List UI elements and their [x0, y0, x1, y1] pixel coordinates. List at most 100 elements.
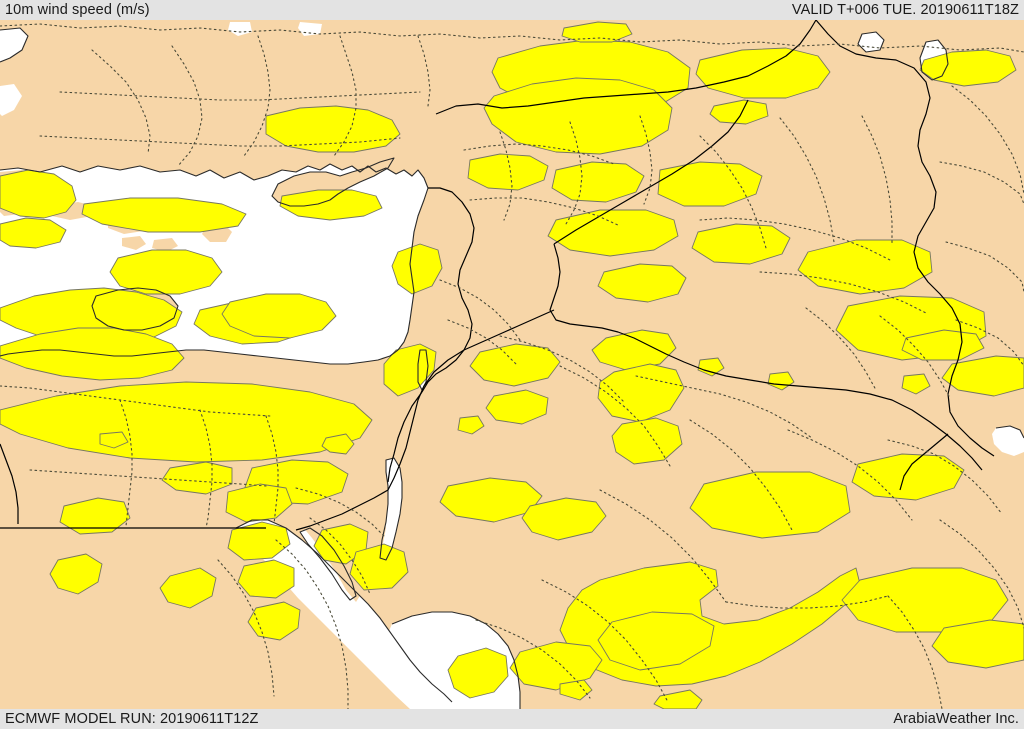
wind-speed-contours: [0, 21, 1024, 709]
wind-area-syria-c: [551, 161, 645, 203]
wind-area-egypt-isolated-1: [321, 433, 355, 455]
wind-area-egypt-s3: [161, 461, 233, 495]
admin-saudi-9: [475, 619, 591, 699]
sea-of-marmara: [0, 84, 22, 116]
wind-area-saudi-c2: [851, 453, 965, 501]
admin-egypt-2: [119, 399, 133, 527]
admin-jordan-1: [499, 335, 625, 403]
wind-area-saudi-c1: [689, 471, 851, 539]
coast-black-sea: [0, 27, 29, 63]
wind-area-egypt-e3: [247, 601, 301, 641]
admin-saudi-8: [541, 579, 669, 703]
border-jordan-west: [387, 391, 423, 483]
wind-area-gulf-n: [941, 355, 1024, 397]
wind-area-redsea-coast: [447, 647, 509, 699]
admin-sinai: [309, 517, 371, 595]
coast-crete: [91, 287, 179, 331]
footer-bar: ECMWF MODEL RUN: 20190611T12Z ArabiaWeat…: [0, 709, 1024, 729]
admin-egypt-east-1: [275, 539, 349, 709]
wind-area-iraq-c: [597, 263, 687, 303]
admin-iraq-7: [879, 315, 951, 399]
wind-area-sinai-w: [225, 483, 293, 523]
wind-area-anatolia-c: [221, 293, 337, 339]
admin-saudi-3: [689, 419, 793, 531]
valid-time-label: VALID T+006 TUE. 20190611T18Z: [791, 1, 1019, 18]
admin-syria-1: [463, 143, 615, 165]
wind-area-syria-n: [483, 77, 673, 155]
wind-area-saudi-e2: [931, 619, 1024, 669]
wind-area-egypt-s1: [59, 497, 131, 535]
border-iraq-kuwait-saudi: [899, 433, 949, 491]
admin-levant-2: [447, 319, 517, 365]
admin-iraq-3: [861, 115, 893, 245]
map-canvas[interactable]: .land { fill:#f7d6a8; stroke:none; } .se…: [0, 20, 1024, 709]
border-turkey-syria: [435, 20, 817, 115]
border-jordan-iraq-saudi: [549, 243, 983, 471]
persian-gulf: [992, 426, 1024, 456]
admin-iraq-4: [699, 217, 891, 261]
model-run-label: ECMWF MODEL RUN: 20190611T12Z: [5, 710, 259, 727]
wind-area-saudi-sw: [509, 641, 603, 691]
wind-area-arabia-small-5: [653, 689, 703, 709]
admin-saudi-7: [887, 595, 943, 709]
admin-levant-1: [439, 279, 521, 341]
coastlines: [0, 27, 1024, 709]
admin-iran-4: [955, 319, 1024, 367]
admin-saudi-4: [787, 429, 913, 521]
admin-saudi-2: [635, 375, 813, 439]
admin-egypt-east-2: [217, 559, 275, 697]
admin-syria-5: [469, 197, 621, 227]
coast-gulf-of-suez: [299, 527, 357, 601]
coast-red-sea-east: [391, 611, 521, 709]
admin-iran-2: [939, 161, 1024, 205]
border-syria-iraq: [553, 99, 749, 245]
admin-turkey-3: [171, 45, 203, 167]
admin-saudi-1: [559, 365, 671, 467]
admin-syria-2: [499, 131, 513, 221]
wind-area-lakevan: [561, 21, 633, 43]
coast-lake-van: [857, 31, 885, 53]
coast-red-sea-west: [235, 519, 453, 703]
wind-area-egypt-e2: [237, 559, 295, 599]
national-borders: [0, 20, 995, 531]
attribution-label: ArabiaWeather Inc.: [893, 710, 1019, 727]
wind-area-cyprus-s: [81, 197, 247, 233]
admin-turkey-4: [243, 35, 271, 157]
admin-iraq-2: [779, 117, 835, 243]
admin-syria-4: [639, 115, 653, 205]
wind-area-levant-coast: [391, 243, 443, 295]
wind-area-egypt-e1: [227, 521, 291, 561]
admin-iraq-1: [699, 135, 767, 249]
wind-area-saudi-big2: [597, 611, 715, 671]
admin-egypt-1: [0, 385, 271, 417]
admin-egypt-5: [29, 469, 267, 487]
lake-van: [858, 32, 884, 52]
wind-area-urmia: [919, 49, 1017, 87]
aegean-island-5: [152, 238, 178, 252]
wind-area-egypt-n: [0, 381, 373, 463]
admin-egypt-6: [295, 487, 387, 539]
wind-area-jordan-2: [597, 363, 685, 423]
bay-north-1: [228, 22, 252, 36]
wind-area-egypt-s2: [49, 553, 103, 595]
wind-area-iraq-n: [691, 223, 791, 265]
border-turkey-iran: [815, 20, 995, 457]
border-syria-lebanon-coast: [421, 187, 475, 393]
wind-speed-map: .land { fill:#f7d6a8; stroke:none; } .se…: [0, 20, 1024, 709]
admin-egypt-4: [265, 415, 279, 525]
header-bar: 10m wind speed (m/s) VALID T+006 TUE. 20…: [0, 0, 1024, 20]
wind-area-cyprus-band: [279, 189, 383, 221]
page-title: 10m wind speed (m/s): [5, 1, 150, 18]
wind-area-turkey-e: [695, 47, 831, 99]
border-egypt-libya: [0, 443, 19, 524]
admin-syria-3: [565, 121, 583, 225]
wind-area-jordan-3: [611, 417, 683, 465]
wind-area-saudi-n1: [469, 343, 561, 387]
wind-area-iraq-nw: [547, 209, 679, 257]
wind-area-anatolia-w: [109, 249, 223, 295]
wind-area-arabia-small-6: [559, 679, 593, 701]
gulf-of-aqaba: [380, 458, 402, 560]
coast-cyprus: [271, 157, 395, 207]
coast-mediterranean-north: [0, 163, 429, 351]
coast-mediterranean-south: [0, 349, 399, 365]
